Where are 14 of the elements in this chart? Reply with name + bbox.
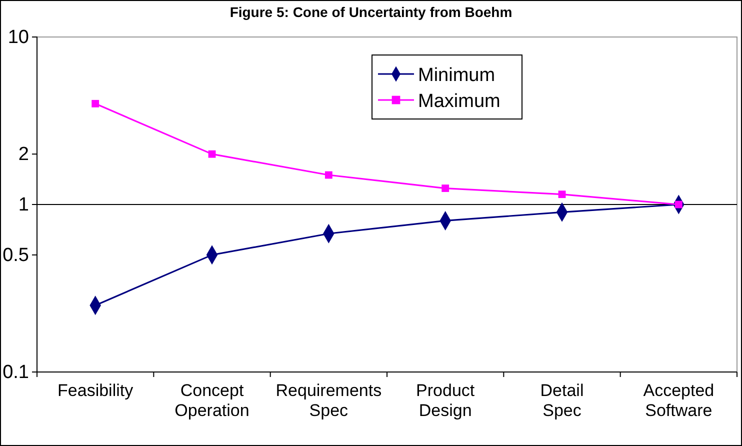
- x-tick-label: Product Design: [416, 381, 475, 420]
- x-tick-label: Concept Operation: [174, 381, 250, 420]
- y-tick-label: 10: [8, 27, 29, 48]
- y-tick-label: 0.5: [2, 245, 29, 266]
- x-tick-label: Feasibility: [58, 381, 134, 400]
- x-tick-label: Detail Spec: [540, 381, 584, 420]
- y-tick-label: 2: [18, 144, 29, 166]
- y-tick-label: 0.1: [2, 362, 29, 384]
- x-tick-label: Accepted Software: [643, 381, 714, 420]
- y-tick-label: 1: [18, 194, 29, 216]
- legend-label: Minimum: [418, 65, 496, 86]
- x-tick-label: Requirements Spec: [276, 381, 382, 420]
- legend-label: Maximum: [418, 91, 500, 112]
- chart-title: Figure 5: Cone of Uncertainty from Boehm: [230, 4, 512, 20]
